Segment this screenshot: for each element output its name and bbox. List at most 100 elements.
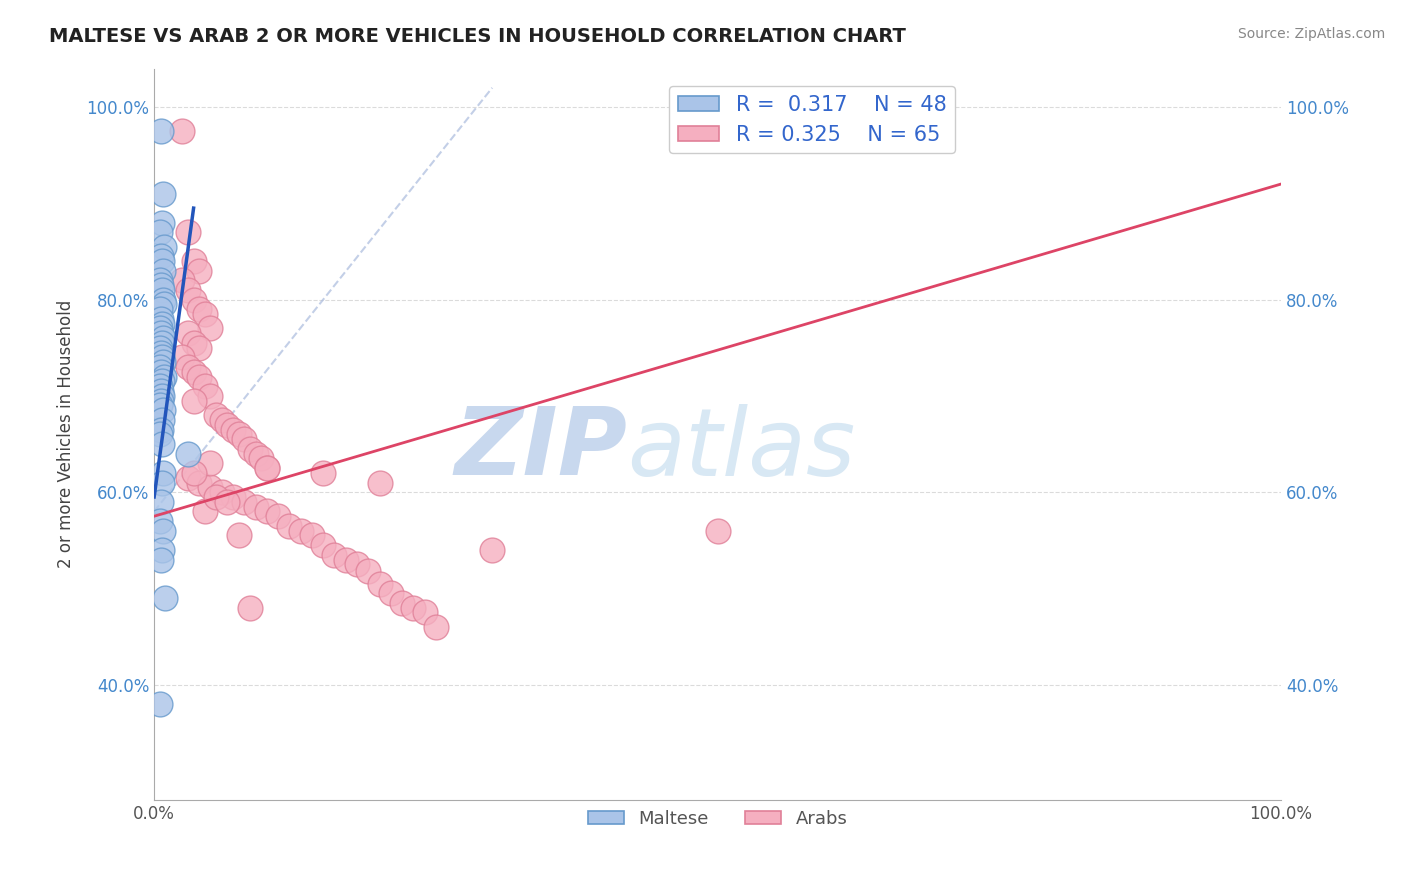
- Point: [413, 606, 436, 620]
- Point: [150, 542, 173, 557]
- Point: [149, 495, 172, 509]
- Point: [368, 576, 391, 591]
- Point: [150, 283, 173, 297]
- Point: [149, 321, 172, 335]
- Point: [152, 524, 174, 538]
- Y-axis label: 2 or more Vehicles in Household: 2 or more Vehicles in Household: [58, 301, 75, 568]
- Point: [706, 524, 728, 538]
- Point: [194, 307, 217, 321]
- Point: [312, 466, 335, 480]
- Point: [150, 317, 173, 331]
- Point: [250, 451, 273, 466]
- Point: [150, 437, 173, 451]
- Point: [183, 365, 205, 379]
- Point: [217, 417, 239, 432]
- Point: [239, 600, 262, 615]
- Legend: Maltese, Arabs: Maltese, Arabs: [581, 803, 855, 835]
- Point: [150, 351, 173, 365]
- Point: [152, 466, 174, 480]
- Point: [177, 359, 200, 374]
- Point: [188, 302, 211, 317]
- Point: [194, 504, 217, 518]
- Text: ZIP: ZIP: [454, 403, 627, 495]
- Point: [239, 442, 262, 456]
- Point: [402, 600, 425, 615]
- Point: [172, 273, 194, 287]
- Point: [200, 456, 222, 470]
- Point: [152, 331, 174, 345]
- Point: [150, 413, 173, 427]
- Point: [278, 518, 301, 533]
- Point: [149, 278, 172, 293]
- Point: [149, 124, 172, 138]
- Point: [368, 475, 391, 490]
- Point: [149, 697, 172, 711]
- Point: [152, 186, 174, 201]
- Point: [425, 620, 447, 634]
- Point: [177, 326, 200, 341]
- Point: [149, 225, 172, 239]
- Point: [152, 355, 174, 369]
- Point: [150, 475, 173, 490]
- Point: [357, 564, 380, 578]
- Point: [150, 254, 173, 268]
- Point: [188, 475, 211, 490]
- Point: [149, 427, 172, 442]
- Point: [152, 293, 174, 307]
- Point: [183, 335, 205, 350]
- Point: [149, 249, 172, 263]
- Point: [152, 263, 174, 277]
- Point: [149, 384, 172, 398]
- Point: [172, 124, 194, 138]
- Point: [149, 552, 172, 566]
- Point: [177, 225, 200, 239]
- Point: [205, 490, 228, 504]
- Point: [245, 500, 267, 514]
- Point: [177, 447, 200, 461]
- Point: [256, 504, 278, 518]
- Point: [150, 216, 173, 230]
- Point: [153, 239, 176, 253]
- Point: [200, 389, 222, 403]
- Point: [150, 335, 173, 350]
- Point: [172, 351, 194, 365]
- Text: atlas: atlas: [627, 403, 856, 494]
- Point: [149, 393, 172, 408]
- Point: [149, 311, 172, 326]
- Point: [155, 591, 177, 605]
- Point: [149, 365, 172, 379]
- Point: [256, 461, 278, 475]
- Point: [233, 495, 256, 509]
- Point: [183, 254, 205, 268]
- Text: Source: ZipAtlas.com: Source: ZipAtlas.com: [1237, 27, 1385, 41]
- Point: [481, 542, 503, 557]
- Point: [153, 297, 176, 311]
- Point: [177, 283, 200, 297]
- Point: [150, 375, 173, 389]
- Point: [150, 389, 173, 403]
- Point: [149, 514, 172, 528]
- Point: [183, 293, 205, 307]
- Point: [149, 359, 172, 374]
- Point: [149, 423, 172, 437]
- Point: [335, 552, 357, 566]
- Point: [380, 586, 402, 600]
- Point: [222, 490, 245, 504]
- Point: [228, 528, 250, 542]
- Point: [188, 369, 211, 384]
- Text: MALTESE VS ARAB 2 OR MORE VEHICLES IN HOUSEHOLD CORRELATION CHART: MALTESE VS ARAB 2 OR MORE VEHICLES IN HO…: [49, 27, 905, 45]
- Point: [149, 345, 172, 359]
- Point: [256, 461, 278, 475]
- Point: [267, 509, 290, 524]
- Point: [152, 403, 174, 417]
- Point: [323, 548, 346, 562]
- Point: [153, 369, 176, 384]
- Point: [188, 341, 211, 355]
- Point: [222, 423, 245, 437]
- Point: [290, 524, 312, 538]
- Point: [346, 558, 368, 572]
- Point: [217, 495, 239, 509]
- Point: [194, 379, 217, 393]
- Point: [149, 399, 172, 413]
- Point: [228, 427, 250, 442]
